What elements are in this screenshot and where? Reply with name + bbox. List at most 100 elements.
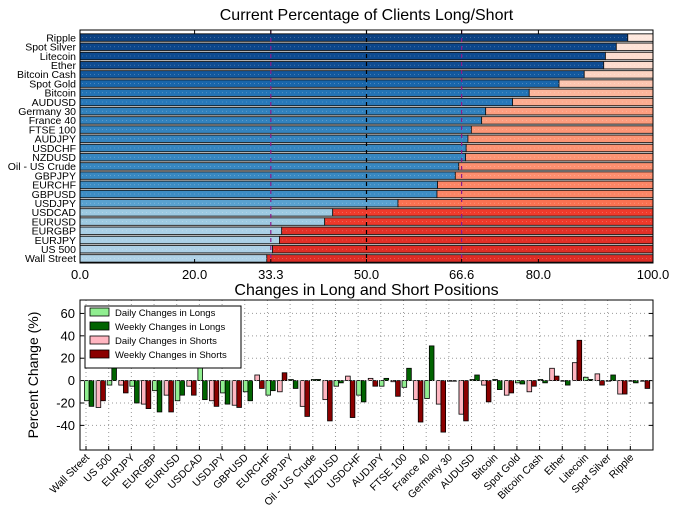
short-bar — [603, 61, 654, 70]
change-bar-daily-changes-in-shorts — [277, 380, 283, 393]
top-y-tick-label: USDCAD — [32, 207, 77, 219]
short-bar — [266, 254, 654, 263]
bottom-y-tick-label: -40 — [56, 418, 75, 433]
change-bar-daily-changes-in-shorts — [413, 380, 419, 401]
top-y-tick-label: EURUSD — [32, 216, 77, 228]
bottom-y-tick-label: 40 — [61, 328, 75, 343]
short-bar — [467, 134, 654, 143]
change-bar-daily-changes-in-shorts — [141, 380, 147, 405]
top-y-tick-label: Ripple — [46, 32, 76, 44]
bottom-y-tick-label: -20 — [56, 395, 75, 410]
change-bar-daily-changes-in-longs — [265, 380, 271, 396]
change-bar-weekly-changes-in-shorts — [553, 375, 560, 381]
legend-label: Daily Changes in Longs — [115, 308, 216, 319]
top-y-tick-label: EURGBP — [32, 226, 76, 238]
short-bar — [332, 208, 654, 217]
change-bar-daily-changes-in-longs — [129, 380, 135, 387]
change-bar-daily-changes-in-shorts — [299, 380, 306, 407]
change-bar-weekly-changes-in-shorts — [372, 380, 378, 387]
change-bar-weekly-changes-in-shorts — [576, 339, 583, 381]
change-bar-weekly-changes-in-longs — [247, 380, 253, 402]
top-x-tick-label: 0.0 — [71, 267, 89, 282]
top-y-tick-label: GBPJPY — [35, 170, 76, 182]
change-bar-weekly-changes-in-longs — [428, 345, 435, 381]
top-chart-title: Current Percentage of Clients Long/Short — [220, 7, 514, 24]
short-bar — [281, 226, 654, 235]
top-y-tick-label: Spot Silver — [25, 42, 76, 54]
top-y-tick-label: Spot Gold — [29, 78, 76, 90]
change-bar-weekly-changes-in-shorts — [259, 380, 265, 389]
change-bar-daily-changes-in-longs — [424, 380, 430, 399]
change-bar-daily-changes-in-shorts — [594, 373, 601, 381]
change-bar-weekly-changes-in-shorts — [395, 380, 401, 397]
long-short-chart: Current Percentage of Clients Long/Short… — [8, 7, 670, 282]
change-bar-daily-changes-in-longs — [333, 380, 340, 387]
change-bar-daily-changes-in-shorts — [481, 380, 487, 386]
bottom-y-axis-label: Percent Change (%) — [25, 312, 41, 439]
long-bar — [79, 235, 280, 245]
top-y-tick-label: GBPUSD — [32, 189, 77, 201]
bottom-plot-frame — [79, 299, 654, 451]
change-bar-weekly-changes-in-shorts — [213, 380, 220, 407]
change-bar-weekly-changes-in-shorts — [599, 380, 605, 386]
change-bar-daily-changes-in-shorts — [526, 380, 533, 393]
top-plot-frame — [79, 29, 654, 264]
change-bar-weekly-changes-in-longs — [565, 380, 571, 386]
change-bar-daily-changes-in-shorts — [549, 367, 555, 381]
change-bar-weekly-changes-in-shorts — [508, 380, 515, 394]
bottom-x-tick-label: Ripple — [607, 452, 637, 482]
long-bar — [79, 143, 467, 153]
change-bar-daily-changes-in-shorts — [345, 375, 351, 381]
change-bar-daily-changes-in-longs — [84, 380, 90, 402]
top-y-tick-label: US 500 — [41, 244, 76, 256]
legend-swatch — [89, 335, 110, 345]
bottom-y-tick-label: 60 — [61, 306, 75, 321]
change-bar-weekly-changes-in-shorts — [123, 380, 129, 394]
change-bar-weekly-changes-in-longs — [519, 380, 526, 385]
top-y-tick-label: EURJPY — [35, 235, 76, 247]
change-bar-weekly-changes-in-longs — [202, 380, 208, 401]
change-bar-weekly-changes-in-longs — [587, 379, 594, 381]
change-bar-weekly-changes-in-shorts — [100, 380, 106, 402]
top-y-tick-label: AUDJPY — [35, 134, 76, 146]
top-y-tick-label: NZDUSD — [32, 152, 76, 164]
top-y-tick-label: Litecoin — [40, 51, 76, 63]
change-bar-daily-changes-in-shorts — [322, 380, 328, 401]
bottom-y-tick-label: 0 — [68, 373, 75, 388]
change-bar-weekly-changes-in-longs — [610, 374, 616, 381]
change-bar-weekly-changes-in-longs — [406, 367, 412, 381]
top-y-tick-label: Wall Street — [25, 253, 76, 265]
top-y-tick-label: Germany 30 — [18, 106, 76, 118]
change-bar-daily-changes-in-longs — [378, 380, 385, 387]
long-bar — [79, 97, 514, 107]
top-y-tick-label: USDCHF — [32, 143, 76, 155]
top-y-tick-label: FTSE 100 — [29, 124, 76, 136]
bottom-chart-title: Changes in Long and Short Positions — [234, 282, 498, 299]
change-bar-weekly-changes-in-longs — [315, 379, 321, 381]
long-bar — [79, 116, 483, 125]
top-y-tick-label: France 40 — [29, 115, 76, 127]
change-bar-weekly-changes-in-longs — [474, 374, 480, 381]
change-bar-weekly-changes-in-shorts — [145, 380, 152, 409]
change-bar-weekly-changes-in-longs — [156, 380, 163, 413]
top-y-tick-label: USDJPY — [35, 198, 76, 210]
change-bar-daily-changes-in-longs — [310, 379, 317, 381]
change-bar-daily-changes-in-shorts — [458, 380, 465, 415]
change-bar-weekly-changes-in-longs — [496, 380, 503, 390]
change-bar-weekly-changes-in-shorts — [281, 372, 288, 381]
change-bar-weekly-changes-in-shorts — [236, 380, 242, 408]
legend-label: Weekly Changes in Longs — [115, 322, 225, 333]
short-bar — [605, 51, 654, 61]
top-y-tick-label: Bitcoin — [44, 88, 76, 100]
long-bar — [79, 153, 467, 162]
change-bar-weekly-changes-in-shorts — [304, 380, 310, 417]
long-bar — [79, 42, 617, 51]
change-bar-weekly-changes-in-longs — [360, 380, 367, 403]
change-bar-daily-changes-in-longs — [242, 380, 249, 393]
top-y-tick-label: Oil - US Crude — [8, 161, 76, 173]
short-bar — [481, 116, 654, 125]
change-bar-weekly-changes-in-shorts — [440, 380, 446, 433]
change-bar-daily-changes-in-shorts — [118, 380, 124, 386]
long-bar — [79, 70, 585, 79]
